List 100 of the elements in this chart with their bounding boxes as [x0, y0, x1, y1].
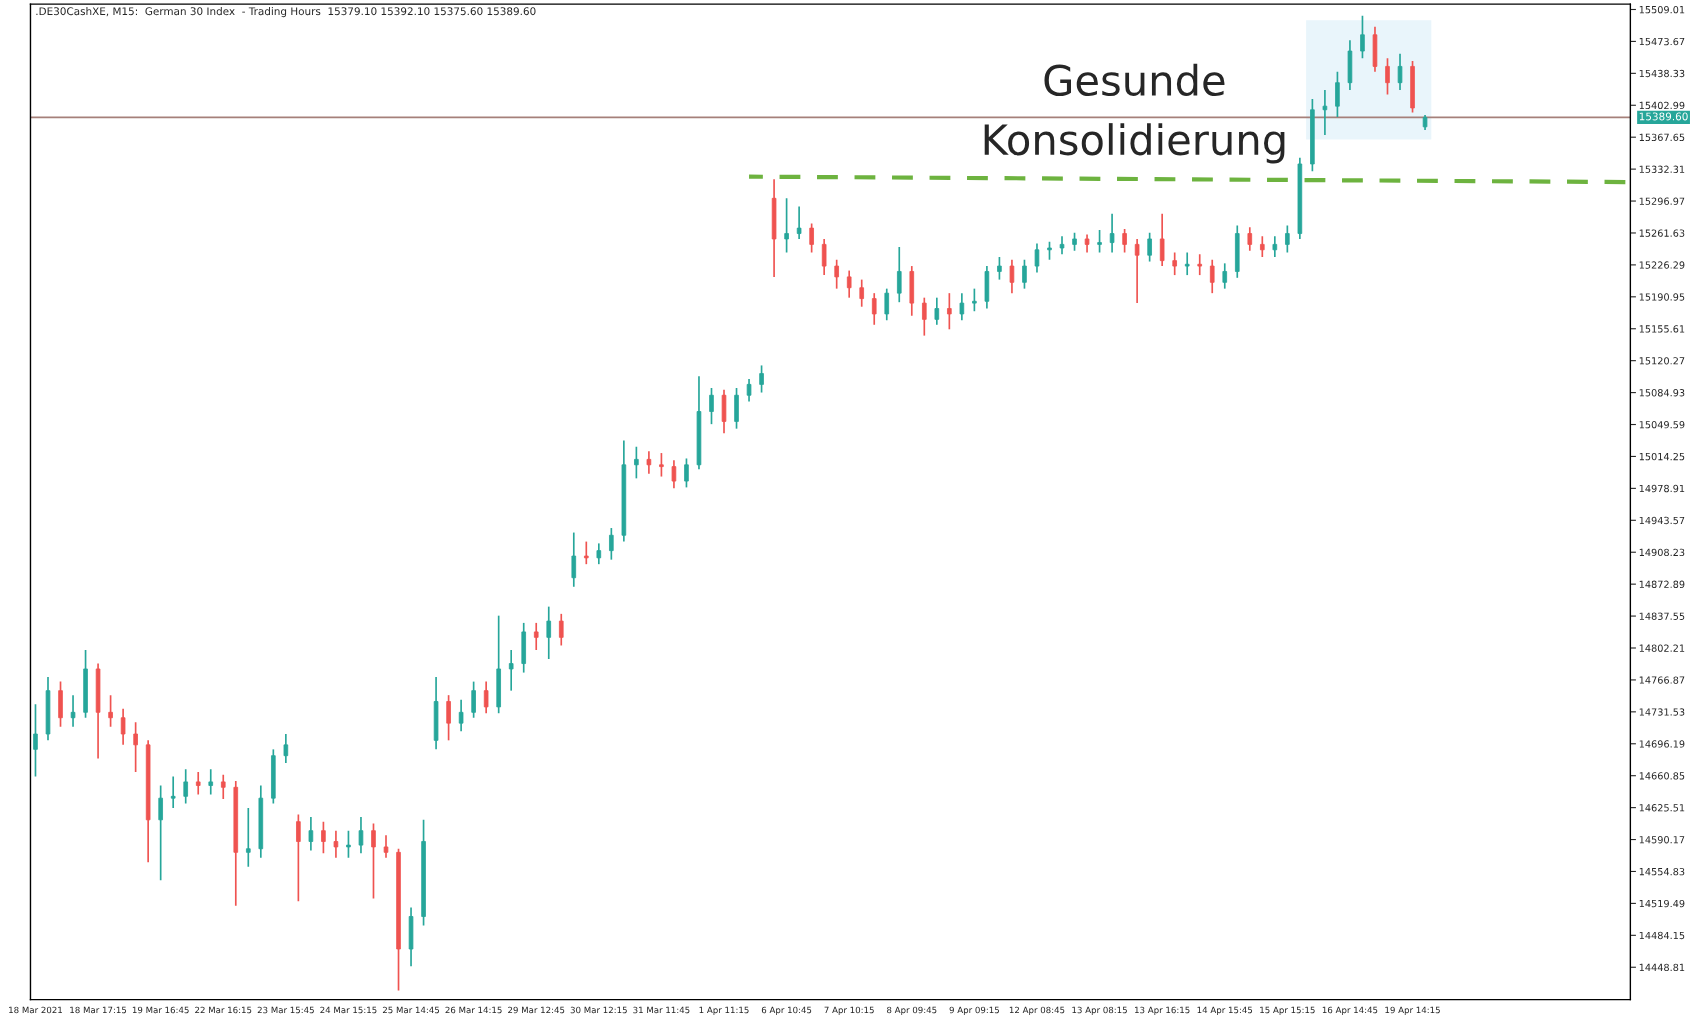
candlestick: [446, 694, 451, 742]
candlestick: [346, 829, 351, 859]
chart-title: .DE30CashXE, M15: German 30 Index - Trading Hours 15379.10 15392.10 15375.60 15389.60: [36, 7, 536, 18]
x-tick-label: 29 Mar 12:45: [508, 1006, 565, 1014]
candlestick: [709, 387, 714, 425]
y-tick-label: 14731.53: [1639, 708, 1685, 716]
candlestick: [1397, 52, 1403, 91]
y-tick-label: 15509.01: [1639, 5, 1685, 14]
candlestick: [321, 820, 326, 855]
x-tick-label: 30 Mar 12:15: [570, 1006, 627, 1014]
candlestick: [558, 613, 564, 647]
x-tick-label: 25 Mar 14:45: [382, 1006, 440, 1014]
candlestick: [796, 205, 802, 240]
candlestick: [1059, 235, 1065, 256]
candlestick: [1147, 231, 1152, 263]
annotation: Gesunde Konsolidierung: [984, 63, 1285, 164]
candlestick: [533, 622, 539, 651]
y-tick-label: 14625.51: [1639, 804, 1685, 812]
x-tick-label: 12 Apr 08:45: [1009, 1006, 1065, 1015]
candlestick: [1122, 228, 1127, 254]
candlestick: [571, 531, 577, 588]
candlestick: [183, 768, 188, 805]
candlestick: [1247, 226, 1253, 252]
candlestick: [195, 771, 201, 796]
x-tick-label: 22 Mar 16:15: [195, 1006, 252, 1014]
y-tick-label: 14908.23: [1639, 548, 1685, 557]
candlestick: [884, 287, 890, 322]
candlestick: [170, 775, 176, 809]
candlestick: [120, 707, 126, 746]
candlestick: [1184, 251, 1190, 276]
candlestick: [1009, 258, 1015, 294]
x-tick-label: 9 Apr 09:15: [949, 1006, 999, 1015]
candlestick: [947, 292, 952, 331]
candlestick: [508, 649, 514, 692]
y-tick-label: 15190.95: [1639, 293, 1685, 301]
candlestick: [871, 292, 877, 326]
x-tick-label: 8 Apr 09:45: [887, 1006, 937, 1015]
candlestick: [646, 450, 652, 475]
candlestick: [934, 296, 940, 326]
candlestick: [383, 834, 389, 859]
x-tick-label: 19 Apr 14:15: [1385, 1006, 1440, 1015]
candlestick: [746, 378, 752, 403]
ref-line-label: 15389.60: [1639, 112, 1688, 121]
candlestick: [133, 721, 138, 773]
candlestick: [609, 527, 614, 561]
candlestick: [809, 222, 814, 254]
candlestick: [371, 822, 376, 900]
x-tick-label: 23 Mar 15:45: [257, 1006, 314, 1014]
y-tick-label: 14590.17: [1639, 836, 1685, 844]
candlestick: [1159, 212, 1165, 267]
candlestick: [821, 238, 827, 276]
y-tick-label: 15367.65: [1639, 133, 1685, 142]
candlestick: [1072, 231, 1077, 252]
y-tick-label: 14872.89: [1639, 580, 1685, 588]
candlestick: [358, 816, 364, 855]
candlestick: [70, 694, 76, 728]
candlestick: [1385, 57, 1390, 96]
y-tick-label: 14519.49: [1639, 899, 1685, 908]
candlestick: [1209, 258, 1215, 294]
candlestick: [846, 269, 852, 299]
x-tick-label: 18 Mar 2021: [9, 1006, 62, 1014]
candlestick: [1022, 258, 1027, 290]
candlestick: [784, 197, 789, 254]
candlestick: [1134, 238, 1140, 304]
x-tick-label: 13 Apr 16:15: [1135, 1006, 1190, 1015]
candlestick: [208, 768, 214, 796]
y-tick-label: 15226.29: [1639, 261, 1685, 269]
x-tick-label: 6 Apr 10:45: [761, 1006, 812, 1015]
candlestick: [671, 459, 677, 490]
candlestick: [834, 258, 839, 290]
y-tick-label: 15084.93: [1639, 389, 1685, 397]
x-tick-label: 15 Apr 15:15: [1260, 1006, 1315, 1015]
y-tick-label: 14837.55: [1639, 612, 1685, 620]
candlestick: [896, 246, 902, 304]
candlestick: [1172, 251, 1177, 276]
x-tick-label: 26 Mar 14:15: [445, 1006, 502, 1014]
candlestick: [108, 694, 113, 728]
candlestick: [1047, 240, 1052, 261]
y-tick-label: 15261.63: [1639, 229, 1685, 237]
candlestick: [1222, 262, 1228, 290]
candlestick: [1097, 229, 1102, 254]
x-tick-label: 18 Mar 17:15: [70, 1006, 127, 1014]
candlestick: [308, 816, 314, 852]
candlestick: [1285, 224, 1290, 254]
candlestick: [158, 784, 163, 882]
x-tick-label: 1 Apr 11:15: [699, 1006, 749, 1015]
y-tick-label: 14802.21: [1639, 644, 1685, 652]
candlestick: [1360, 14, 1365, 60]
x-tick-label: 31 Mar 11:45: [633, 1006, 690, 1014]
candlestick: [1272, 235, 1278, 258]
y-tick-label: 14448.81: [1639, 963, 1685, 972]
x-tick-label: 16 Apr 14:45: [1322, 1006, 1378, 1015]
y-tick-label: 14484.15: [1639, 931, 1685, 940]
x-tick-label: 24 Mar 15:15: [320, 1006, 377, 1014]
candlestick: [1084, 233, 1090, 254]
candlestick: [584, 540, 589, 566]
candlestick: [922, 296, 927, 337]
candlestick: [283, 733, 289, 764]
x-tick-label: 14 Apr 15:45: [1197, 1006, 1253, 1015]
candlestick: [33, 703, 38, 778]
